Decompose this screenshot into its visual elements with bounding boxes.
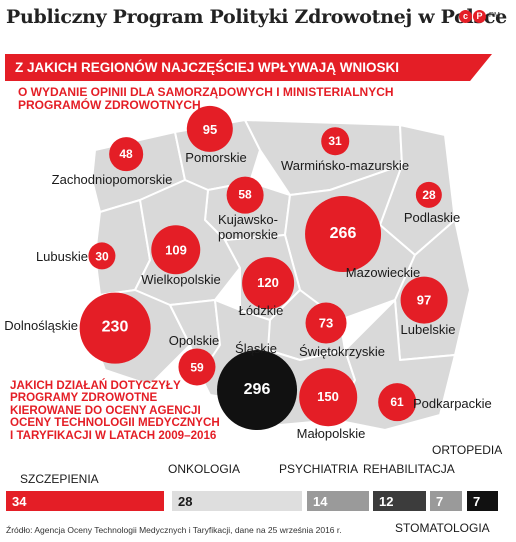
map-subtitle: O WYDANIE OPINII DLA SAMORZĄDOWYCH I MIN…: [18, 85, 394, 112]
banner-text: Z JAKICH REGIONÓW NAJCZĘŚCIEJ WPŁYWAJĄ W…: [15, 60, 400, 75]
label-opolskie: Opolskie: [168, 333, 220, 348]
label-swietokrzyskie: Świętokrzyskie: [299, 344, 385, 359]
logo-letter-p: P: [473, 10, 486, 23]
bubble-warminsko-mazurskie: 31: [321, 127, 349, 155]
bar-psychiatria: 14: [307, 491, 369, 511]
label-pomorskie: Pomorskie: [185, 150, 247, 165]
bubble-kujawsko-pomorskie: 58: [226, 176, 264, 214]
publisher-logo: c P: [459, 10, 487, 24]
bubble-podlaskie: 28: [415, 181, 443, 209]
label-kujawsko-pomorskie: Kujawsko-pomorskie: [218, 212, 278, 242]
bubble-opolskie: 59: [178, 348, 216, 386]
bar-ortopedia: 7: [467, 491, 498, 511]
label-mazowieckie: Mazowieckie: [345, 265, 421, 280]
label-lubuskie: Lubuskie: [35, 249, 88, 264]
bar-stomatologia: 7: [430, 491, 462, 511]
label-dolnoslaskie: Dolnośląskie: [4, 318, 78, 333]
label-psychiatria: PSYCHIATRIA: [279, 462, 359, 476]
bubble-pomorskie: 95: [186, 105, 234, 153]
bar-rehabilitacja: 12: [373, 491, 426, 511]
label-rehabilitacja: REHABILITACJA: [363, 462, 455, 476]
bubble-zachodniopomorskie: 48: [109, 137, 143, 171]
label-stomatologia: STOMATOLOGIA: [395, 521, 490, 535]
label-onkologia: ONKOLOGIA: [168, 462, 241, 476]
label-slaskie: Śląskie: [235, 341, 277, 356]
label-podkarpackie: Podkarpackie: [413, 396, 492, 411]
bubble-wielkopolskie: 109: [151, 225, 201, 275]
author-initials: RM: [489, 12, 500, 19]
page-title: Publiczny Program Polityki Zdrowotnej w …: [6, 6, 507, 28]
bubble-lubuskie: 30: [88, 242, 116, 270]
bubble-lodzkie: 120: [242, 257, 294, 309]
label-warminsko-mazurskie: Warmińsko-mazurskie: [280, 158, 410, 173]
label-ortopedia: ORTOPEDIA: [432, 443, 503, 457]
label-wielkopolskie: Wielkopolskie: [141, 272, 221, 287]
logo-letter-c: c: [459, 10, 472, 23]
label-malopolskie: Małopolskie: [296, 426, 366, 441]
label-szczepienia: SZCZEPIENIA: [20, 472, 99, 486]
section-banner: Z JAKICH REGIONÓW NAJCZĘŚCIEJ WPŁYWAJĄ W…: [5, 54, 492, 81]
bubble-mazowieckie: 266: [305, 196, 381, 272]
programs-heading: JAKICH DZIAŁAŃ DOTYCZYŁY PROGRAMY ZDROWO…: [10, 379, 220, 442]
bar-onkologia: 28: [172, 491, 302, 511]
source-note: Źródło: Agencja Oceny Technologii Medycz…: [6, 525, 342, 535]
bubble-malopolskie: 150: [299, 368, 357, 426]
bubble-podkarpackie: 61: [378, 383, 416, 421]
bar-szczepienia: 34: [6, 491, 164, 511]
bubble-slaskie: 296: [217, 350, 297, 430]
label-zachodniopomorskie: Zachodniopomorskie: [51, 172, 173, 187]
bubble-dolnoslaskie: 230: [79, 292, 151, 364]
bubble-lubelskie: 97: [400, 276, 448, 324]
label-podlaskie: Podlaskie: [403, 210, 461, 225]
bubble-swietokrzyskie: 73: [305, 302, 347, 344]
label-lubelskie: Lubelskie: [400, 322, 456, 337]
label-lodzkie: Łódzkie: [238, 303, 284, 318]
